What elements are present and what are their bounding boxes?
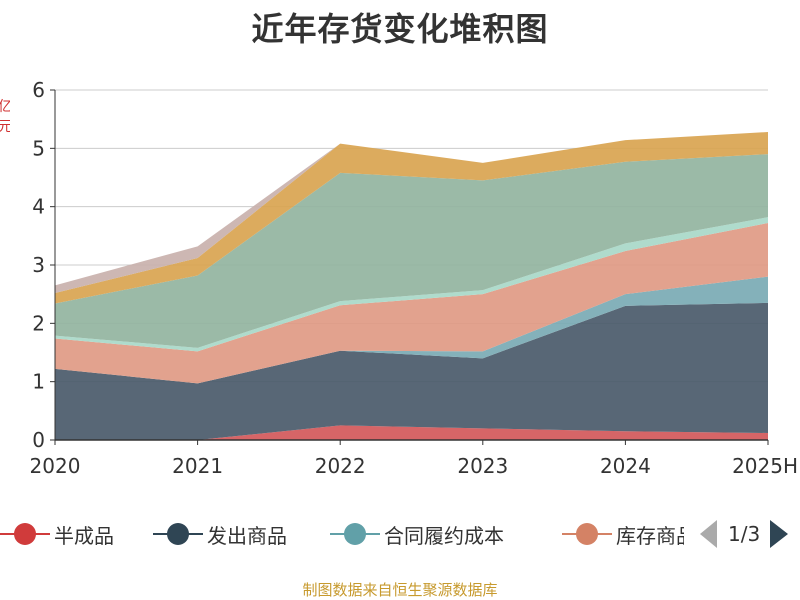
area-series-半成品[interactable] (55, 425, 768, 440)
legend-label: 合同履约成本 (384, 523, 504, 548)
x-tick-label: 2022 (315, 454, 366, 478)
area-series-发出商品[interactable] (55, 302, 768, 440)
tick-labels: 0 1 2 3 4 5 6 2020 2021 2022 2023 2024 2025H (30, 78, 798, 478)
legend-label: 半成品 (54, 523, 114, 548)
legend-marker-icon (153, 523, 203, 545)
x-tick-label: 2025H (732, 454, 798, 478)
area-series-原材料[interactable] (55, 132, 768, 304)
x-tick-label: 2024 (600, 454, 651, 478)
data-source-note: 制图数据来自恒生聚源数据库 (302, 581, 498, 599)
axes (50, 89, 769, 445)
y-tick-label: 1 (32, 370, 45, 394)
legend-prev-page-button[interactable] (700, 520, 718, 548)
legend-marker-icon (330, 523, 380, 545)
area-series-库存商品[interactable] (55, 223, 768, 384)
y-axis-label: 亿元 (0, 99, 10, 135)
legend-label: 库存商品 (616, 523, 684, 548)
legend-pager: 1/3 (700, 514, 789, 554)
area-series-合同履约成本[interactable] (55, 276, 768, 384)
legend: 半成品 发出商品 合同履约成本 库存商品 (0, 514, 800, 554)
legend-marker-icon (0, 523, 50, 545)
y-tick-label: 3 (32, 253, 45, 277)
legend-label: 发出商品 (207, 523, 287, 548)
y-tick-label: 4 (32, 195, 45, 219)
arrow-left-icon (700, 520, 717, 548)
legend-next-page-button[interactable] (770, 520, 789, 548)
y-tick-label: 0 (32, 428, 45, 452)
y-tick-label: 2 (32, 311, 45, 335)
area-series-委托加工物资[interactable] (55, 217, 768, 352)
y-tick-label: 5 (32, 136, 45, 160)
area-series-在产品[interactable] (55, 154, 768, 348)
chart-title: 近年存货变化堆积图 (251, 10, 549, 48)
legend-page-indicator: 1/3 (728, 522, 761, 546)
legend-marker-icon (562, 523, 612, 545)
legend-item[interactable]: 半成品 (0, 514, 150, 554)
legend-item[interactable]: 发出商品 (153, 514, 328, 554)
legend-item[interactable]: 合同履约成本 (330, 514, 560, 554)
arrow-right-icon (770, 520, 789, 548)
x-tick-label: 2023 (457, 454, 508, 478)
area-series (55, 132, 768, 440)
x-tick-label: 2020 (30, 454, 81, 478)
y-tick-label: 6 (32, 78, 45, 102)
legend-item[interactable]: 库存商品 (562, 514, 684, 554)
x-tick-label: 2021 (172, 454, 223, 478)
